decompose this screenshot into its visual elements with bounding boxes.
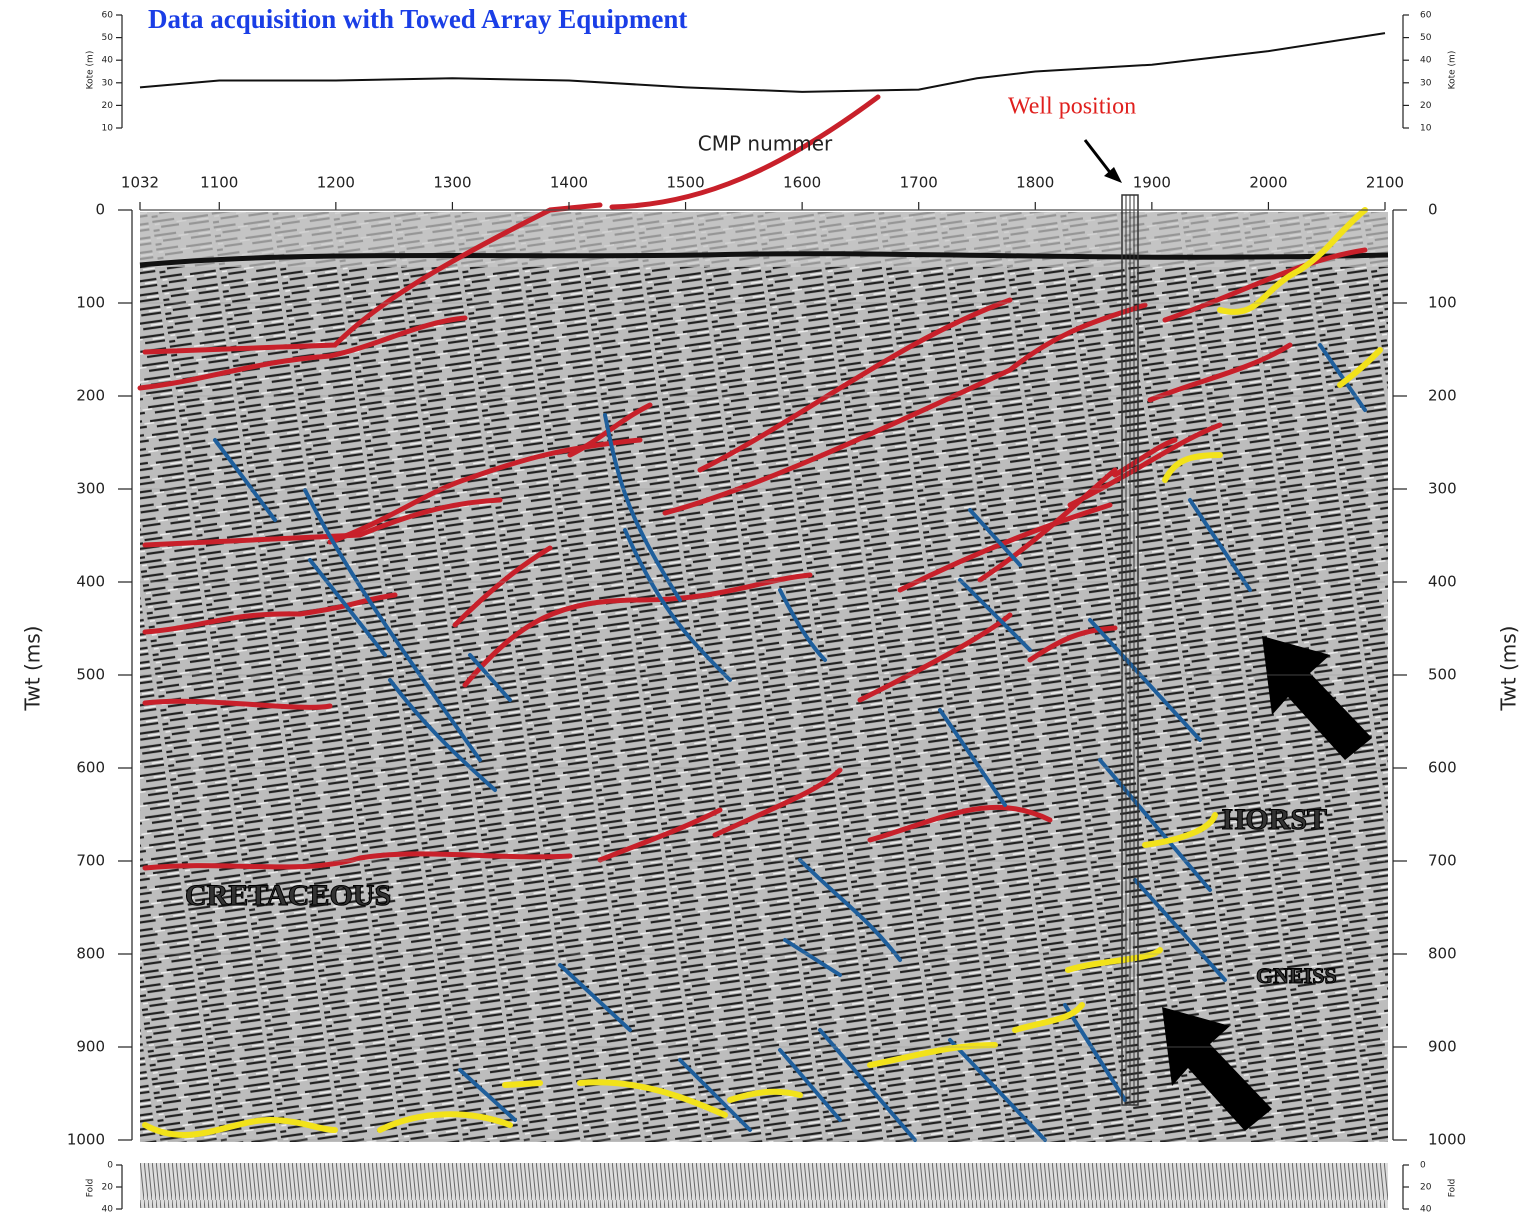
x-tick-label: 1200 [317, 174, 355, 192]
fold-tick-label: 20 [102, 1183, 114, 1193]
y-tick-label: 900 [76, 1038, 105, 1056]
y-tick-label: 700 [76, 852, 105, 870]
y-tick-label: 0 [1428, 201, 1438, 219]
x-tick-label: 1500 [666, 174, 704, 192]
elevation-tick-label: 60 [1420, 11, 1432, 21]
fold-axis-title: Fold [86, 1179, 96, 1198]
elevation-tick-label: 30 [1420, 78, 1432, 88]
elevation-tick-label: 50 [1420, 33, 1432, 43]
y-tick-label: 400 [1428, 573, 1457, 591]
x-tick-label: 1400 [550, 174, 588, 192]
y-tick-label: 0 [95, 201, 105, 219]
y-tick-label: 200 [1428, 387, 1457, 405]
x-tick-label: 2100 [1366, 174, 1404, 192]
fold-tick-label: 0 [107, 1161, 113, 1171]
y-tick-label: 300 [1428, 480, 1457, 498]
x-tick-label: 1100 [200, 174, 238, 192]
fold-tick-label: 20 [1420, 1183, 1432, 1193]
y-tick-label: 900 [1428, 1038, 1457, 1056]
y-tick-label: 500 [1428, 666, 1457, 684]
x-tick-label: 1700 [900, 174, 938, 192]
x-tick-label: 1600 [783, 174, 821, 192]
elevation-tick-label: 60 [102, 11, 114, 21]
y-tick-label: 500 [76, 666, 105, 684]
x-tick-label: 1032 [121, 174, 159, 192]
elevation-tick-label: 40 [1420, 56, 1432, 66]
x-axis-title: CMP nummer [698, 132, 833, 156]
well [1083, 139, 1139, 1106]
fold-strip [140, 1163, 1388, 1208]
y-tick-label: 700 [1428, 852, 1457, 870]
y-tick-label: 600 [1428, 759, 1457, 777]
y-tick-label: 600 [76, 759, 105, 777]
elevation-tick-label: 30 [102, 78, 114, 88]
y-tick-label: 1000 [1428, 1131, 1466, 1149]
elevation-tick-label: 50 [102, 33, 114, 43]
x-tick-label: 1900 [1133, 174, 1171, 192]
label: GNEISS [1256, 963, 1337, 988]
fold-tick-label: 0 [1420, 1161, 1426, 1171]
fold-axis-title: Fold [1448, 1179, 1458, 1198]
x-tick-label: 2000 [1249, 174, 1287, 192]
fold-tick-label: 40 [102, 1205, 114, 1215]
title: Data acquisition with Towed Array Equipm… [148, 4, 687, 34]
well-label: Well position [1008, 94, 1136, 120]
elevation-axis-title: Kote (m) [1448, 51, 1458, 90]
y-tick-label: 300 [76, 480, 105, 498]
y-tick-label: 400 [76, 573, 105, 591]
elevation-tick-label: 40 [102, 56, 114, 66]
y-tick-label: 800 [76, 945, 105, 963]
label: HORST [1222, 803, 1327, 836]
elevation-tick-label: 20 [102, 101, 114, 111]
elevation-tick-label: 10 [102, 124, 114, 134]
elevation-axis-title: Kote (m) [86, 51, 96, 90]
y-axis-title: Twt (ms) [21, 626, 45, 712]
seabed [139, 251, 1389, 268]
elevation-tick-label: 10 [1420, 124, 1432, 134]
elevation-line [139, 32, 1386, 93]
y-axis-title: Twt (ms) [1497, 626, 1521, 712]
x-tick-label: 1300 [433, 174, 471, 192]
elevation-tick-label: 20 [1420, 101, 1432, 111]
y-tick-label: 100 [1428, 294, 1457, 312]
y-tick-label: 200 [76, 387, 105, 405]
y-tick-label: 1000 [67, 1131, 105, 1149]
arrows [1162, 636, 1372, 1131]
faults [213, 343, 1367, 1142]
y-tick-label: 800 [1428, 945, 1457, 963]
label: CRETACEOUS [185, 879, 391, 912]
fold-tick-label: 40 [1420, 1205, 1432, 1215]
seismic-section [140, 212, 1388, 1142]
x-tick-label: 1800 [1016, 174, 1054, 192]
y-tick-label: 100 [76, 294, 105, 312]
